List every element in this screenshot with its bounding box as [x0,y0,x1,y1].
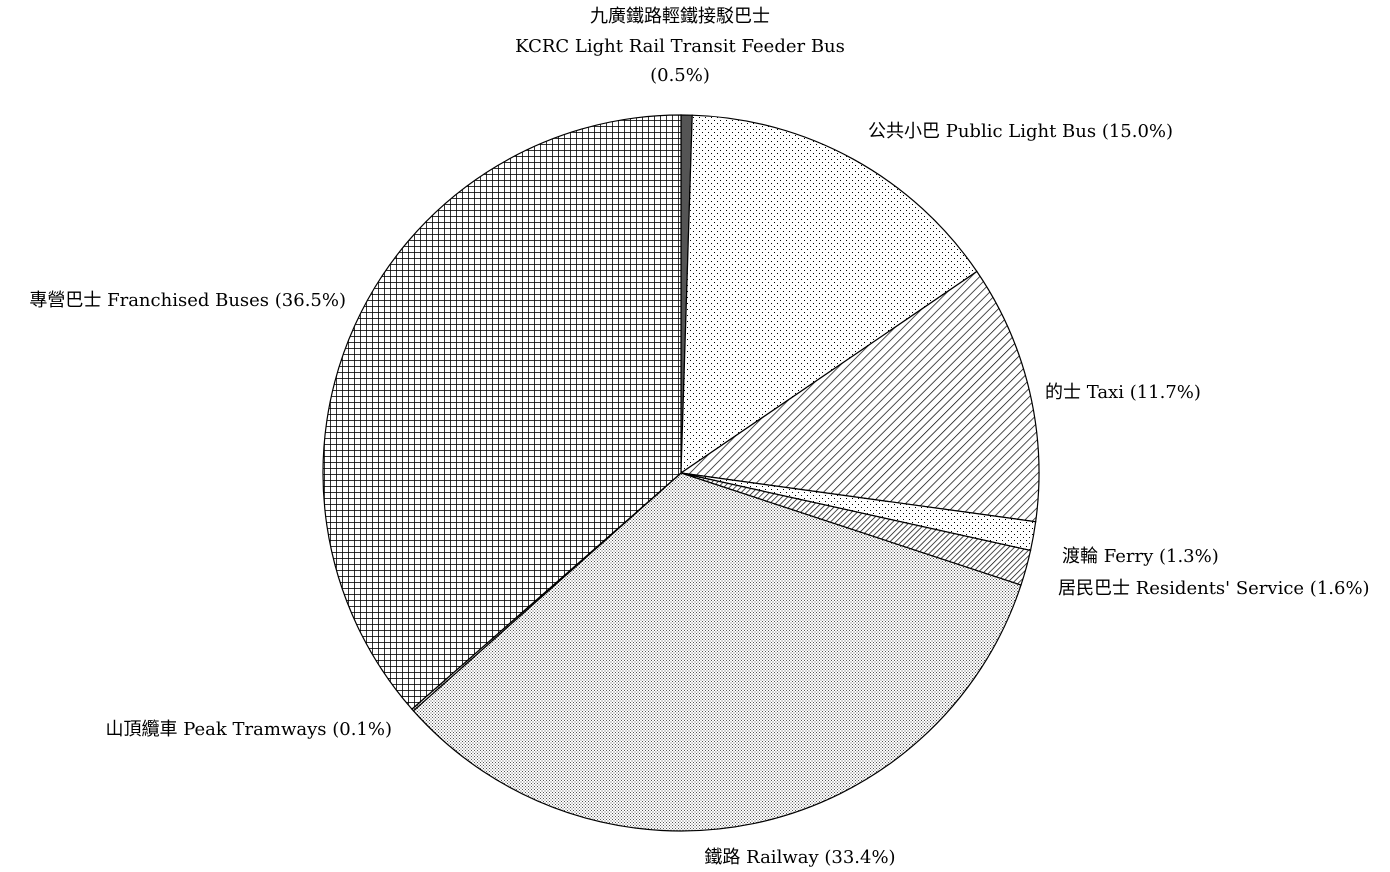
pie-slice-5 [412,472,1022,832]
slice-label-peak-tram: 山頂纜車 Peak Tramways (0.1%) [106,719,393,740]
pie-slice-1 [680,114,978,475]
pie-slice-2 [679,270,1040,523]
slice-label-kcrc-line2: KCRC Light Rail Transit Feeder Bus [515,36,845,57]
pie-slice-7 [322,114,682,710]
slice-label-franchised: 專營巴士 Franchised Buses (36.5%) [29,290,346,311]
pie-slices [322,114,1040,832]
slice-label-light-bus: 公共小巴 Public Light Bus (15.0%) [868,121,1173,142]
slice-label-residents: 居民巴士 Residents' Service (1.6%) [1058,578,1370,599]
slice-label-railway: 鐵路 Railway (33.4%) [704,847,895,868]
slice-label-taxi: 的士 Taxi (11.7%) [1045,382,1201,403]
slice-label-ferry: 渡輪 Ferry (1.3%) [1062,546,1219,567]
slice-label-kcrc-line3: (0.5%) [650,65,710,86]
slice-label-kcrc-line1: 九廣鐵路輕鐵接駁巴士 [590,6,770,27]
